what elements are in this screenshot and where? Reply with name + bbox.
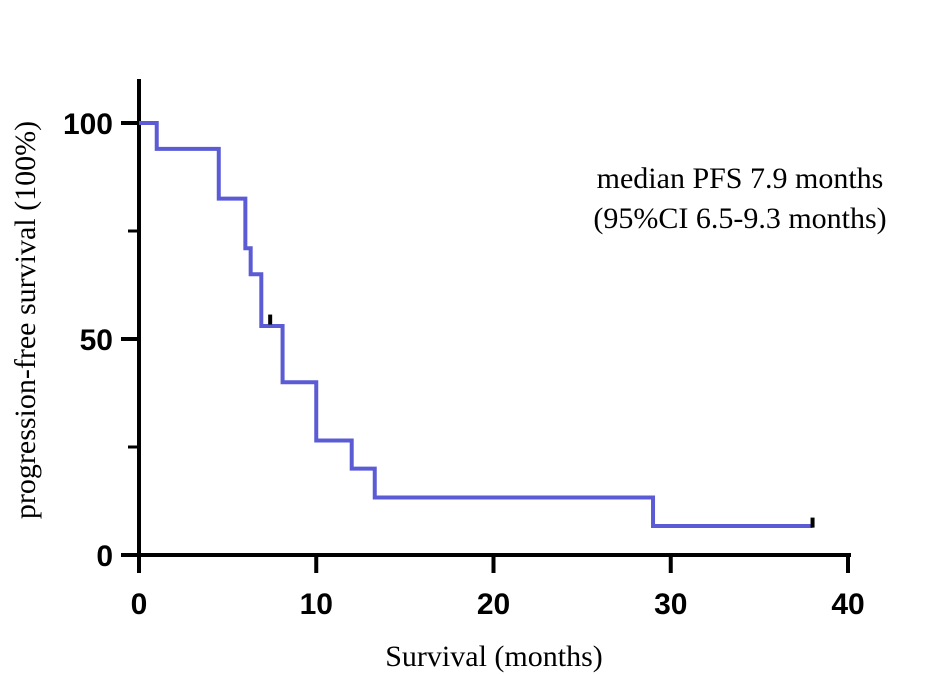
ci-annotation: (95%CI 6.5-9.3 months) — [593, 202, 886, 235]
censor-marks — [268, 314, 815, 528]
y-tick-label: 50 — [80, 324, 113, 357]
x-tick-label: 40 — [831, 588, 864, 621]
x-tick-label: 30 — [654, 588, 687, 621]
y-axis-title: progression-free survival (100%) — [9, 121, 42, 519]
x-tick-label: 10 — [300, 588, 333, 621]
x-axis-title: Survival (months) — [385, 640, 603, 673]
x-tick-label: 0 — [131, 588, 148, 621]
series — [139, 121, 813, 529]
median-pfs-annotation: median PFS 7.9 months — [597, 162, 884, 195]
survival-curve — [139, 121, 813, 529]
y-tick-label: 100 — [63, 108, 113, 141]
axes — [137, 79, 851, 557]
censor-mark — [810, 517, 815, 528]
y-tick-label: 0 — [96, 540, 113, 573]
x-tick-label: 20 — [477, 588, 510, 621]
censor-mark — [268, 314, 273, 325]
ticks: 0 10 20 30 40 0 50 100 — [63, 108, 865, 621]
